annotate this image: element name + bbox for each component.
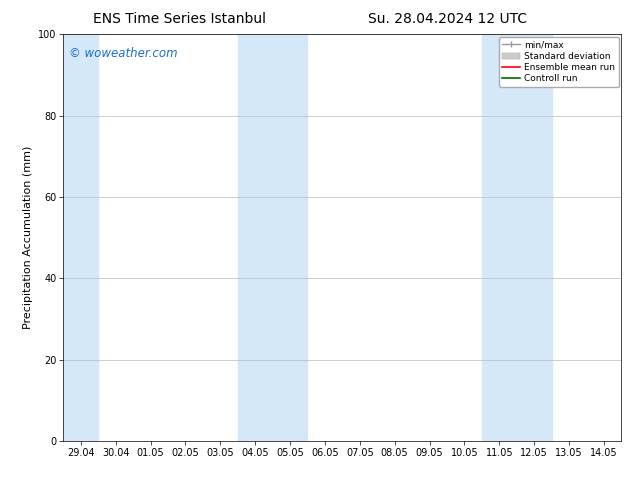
Legend: min/max, Standard deviation, Ensemble mean run, Controll run: min/max, Standard deviation, Ensemble me…	[499, 37, 619, 87]
Bar	[482, 34, 552, 441]
Bar	[238, 34, 307, 441]
Text: ENS Time Series Istanbul: ENS Time Series Istanbul	[93, 12, 266, 26]
Text: Su. 28.04.2024 12 UTC: Su. 28.04.2024 12 UTC	[368, 12, 527, 26]
Bar	[63, 34, 98, 441]
Text: © woweather.com: © woweather.com	[69, 47, 178, 59]
Y-axis label: Precipitation Accumulation (mm): Precipitation Accumulation (mm)	[23, 146, 32, 329]
